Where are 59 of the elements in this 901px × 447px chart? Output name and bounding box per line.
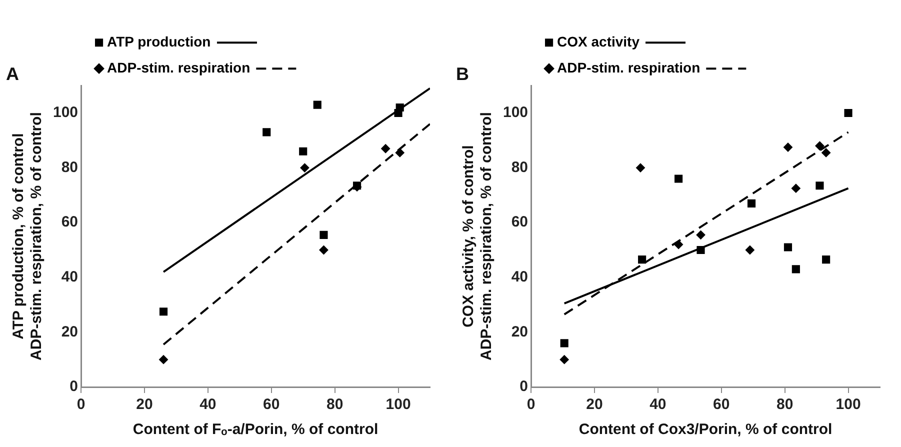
point [791, 184, 800, 193]
y-axis-title: ATP production, % of control ADP-stim. respiration, % of control [10, 112, 46, 360]
legend-label: COX activity [557, 33, 640, 50]
point [696, 230, 706, 240]
y-tick-label: 60 [61, 214, 78, 231]
y-tick-label: 60 [511, 214, 528, 231]
point [299, 147, 308, 156]
point [319, 246, 328, 254]
point [159, 308, 168, 316]
y-tick-label: 100 [52, 104, 78, 122]
y-tick-label: 80 [511, 158, 528, 176]
point [159, 355, 168, 364]
point [822, 148, 831, 158]
x-tick-label: 20 [586, 396, 603, 414]
x-axis-title: Content of Fₒ-a/Porin, % of control [132, 421, 378, 438]
x-tick-label: 60 [263, 396, 280, 414]
y-tick-label: 0 [70, 378, 78, 396]
point [784, 243, 792, 252]
y-tick-label: 40 [61, 268, 78, 286]
x-tick-label: 40 [200, 396, 216, 414]
point [636, 163, 645, 172]
x-tick-label: 60 [713, 396, 730, 414]
legend-label: ATP production [107, 33, 211, 50]
legend-label: ADP-stim. respiration [107, 59, 250, 76]
point [320, 230, 328, 239]
legend-label: ADP-stim. respiration [557, 59, 700, 76]
point [674, 174, 683, 183]
point [560, 339, 568, 348]
point [784, 142, 792, 152]
y-tick-label: 0 [520, 378, 528, 396]
point [560, 355, 569, 364]
x-tick-label: 80 [326, 396, 344, 414]
y-tick-label: 40 [511, 268, 528, 286]
point [745, 246, 754, 254]
y-tick-label: 20 [511, 323, 528, 340]
y-tick-label: 100 [502, 104, 528, 122]
point [300, 163, 310, 172]
point [262, 128, 271, 136]
point [638, 256, 646, 264]
point [822, 256, 830, 264]
x-tick-label: 20 [136, 396, 153, 414]
y-tick-label: 20 [61, 323, 78, 340]
point [313, 100, 322, 109]
point [381, 144, 390, 154]
chart-title: A [6, 64, 19, 84]
x-tick-label: 40 [650, 396, 666, 414]
x-tick-label: 100 [836, 396, 861, 414]
point [815, 141, 824, 150]
point [395, 148, 404, 158]
point [844, 108, 852, 118]
x-tick-label: 100 [386, 396, 411, 414]
y-axis-title: COX activity, % of control ADP-stim. respiration, % of control [460, 112, 496, 360]
point [816, 182, 824, 190]
point [792, 265, 800, 274]
point [747, 199, 756, 208]
y-tick-label: 80 [61, 158, 78, 176]
x-tick-label: 80 [776, 396, 794, 414]
chart-title: B [456, 64, 469, 84]
x-axis-title: Content of Cox3/Porin, % of control [578, 421, 832, 438]
